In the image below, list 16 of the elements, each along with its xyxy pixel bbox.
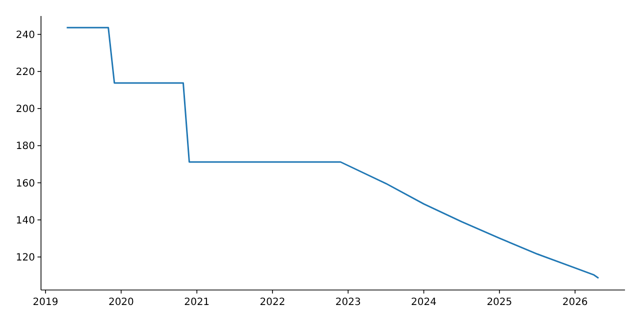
x-tick-label: 2021: [184, 297, 210, 308]
x-tick-label: 2024: [411, 297, 437, 308]
y-tick-label: 180: [16, 141, 35, 152]
x-tick-label: 2020: [108, 297, 134, 308]
x-tick-label: 2026: [562, 297, 588, 308]
y-tick-label: 120: [16, 252, 35, 264]
y-tick-label: 220: [16, 66, 35, 78]
x-tick-label: 2019: [32, 297, 58, 308]
y-tick-label: 140: [16, 215, 35, 226]
x-tick-label: 2022: [260, 297, 286, 308]
x-tick-label: 2025: [486, 297, 512, 308]
y-tick-label: 160: [16, 178, 35, 190]
line-series: [66, 26, 600, 279]
x-tick-label: 2023: [335, 297, 361, 308]
y-tick-label: 200: [16, 104, 35, 116]
y-tick-label: 240: [16, 30, 35, 41]
